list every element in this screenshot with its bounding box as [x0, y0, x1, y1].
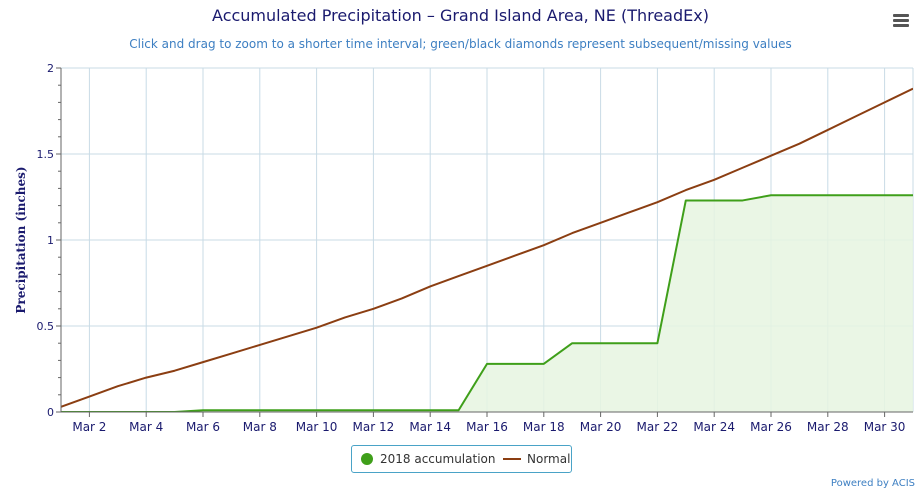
x-tick-label: Mar 2: [72, 420, 106, 434]
grid-lines: [61, 67, 914, 413]
legend-item-normal[interactable]: Normal: [503, 446, 570, 472]
x-tick-label: Mar 18: [523, 420, 565, 434]
x-tick-label: Mar 14: [409, 420, 451, 434]
y-tick-label: 1: [47, 234, 54, 247]
accumulation-fill: [61, 195, 913, 412]
y-tick-label: 0.5: [37, 320, 55, 333]
legend: 2018 accumulation Normal: [351, 445, 572, 473]
legend-item-accumulation[interactable]: 2018 accumulation: [361, 446, 495, 472]
accumulation-series-line: [61, 194, 913, 412]
hamburger-menu-icon[interactable]: [891, 13, 911, 29]
x-tick-label: Mar 26: [750, 420, 792, 434]
x-tick-label: Mar 24: [693, 420, 735, 434]
series-lines: [61, 87, 913, 412]
x-tick-label: Mar 28: [807, 420, 849, 434]
legend-label-normal: Normal: [527, 452, 571, 466]
accumulation-area: [61, 195, 913, 412]
x-tick-label: Mar 12: [353, 420, 395, 434]
x-tick-label: Mar 4: [129, 420, 163, 434]
chart-title: Accumulated Precipitation – Grand Island…: [212, 6, 709, 25]
x-tick-label: Mar 16: [466, 420, 508, 434]
x-tick-label: Mar 6: [186, 420, 220, 434]
y-tick-label: 2: [47, 62, 54, 75]
legend-dot-icon: [361, 453, 373, 465]
x-tick-label: Mar 8: [243, 420, 277, 434]
chart-subtitle: Click and drag to zoom to a shorter time…: [129, 37, 792, 51]
x-tick-label: Mar 10: [296, 420, 338, 434]
y-tick-label: 0: [47, 406, 54, 419]
x-tick-label: Mar 30: [864, 420, 906, 434]
y-axis-label: Precipitation (inches): [14, 166, 28, 313]
y-tick-label: 1.5: [37, 148, 55, 161]
x-tick-label: Mar 20: [580, 420, 622, 434]
legend-line-icon: [503, 458, 521, 460]
legend-label-accumulation: 2018 accumulation: [380, 452, 496, 466]
powered-by-credit[interactable]: Powered by ACIS: [830, 478, 915, 489]
x-tick-label: Mar 22: [637, 420, 679, 434]
normal-series-line: [61, 87, 913, 408]
axes: Mar 2 Mar 4 Mar 6 Mar 8 Mar 10 Mar 12 Mar 14 Ma…: [37, 62, 913, 434]
